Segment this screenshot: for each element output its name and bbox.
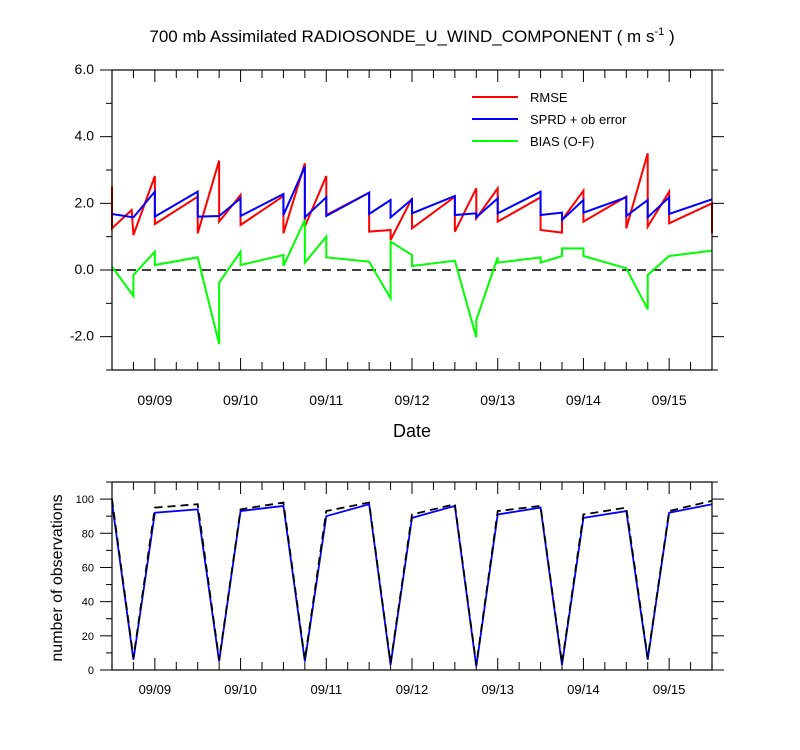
x-tick-label: 09/13 — [481, 682, 514, 697]
series-line-rmse — [111, 153, 713, 241]
legend-label: BIAS (O-F) — [530, 134, 594, 149]
x-tick-label: 09/09 — [137, 392, 172, 408]
y-tick-label: 0 — [88, 665, 94, 677]
series-line-assimilated-observations — [111, 502, 713, 667]
x-tick-label: 09/10 — [224, 682, 257, 697]
y-tick-label: -2.0 — [70, 328, 94, 344]
y-tick-label: 6.0 — [75, 61, 95, 77]
top-y-tick-labels: 6.0 4.0 2.0 0.0 -2.0 — [70, 61, 94, 344]
x-tick-label: 09/15 — [652, 392, 687, 408]
x-axis-label: Date — [393, 421, 431, 441]
y-tick-label: 0.0 — [75, 261, 95, 277]
legend-label: SPRD + ob error — [530, 112, 627, 127]
top-x-tick-labels: 09/09 09/10 09/11 09/12 09/13 09/14 09/15 — [137, 392, 687, 408]
top-series-lines — [111, 153, 713, 345]
y-tick-label: 2.0 — [75, 194, 95, 210]
x-tick-label: 09/14 — [567, 682, 600, 697]
series-line-sprd-ob-error — [111, 166, 713, 223]
series-line-bias-o-f- — [111, 219, 713, 345]
x-tick-label: 09/11 — [310, 682, 342, 697]
x-tick-label: 09/13 — [480, 392, 515, 408]
y-axis-label: number of observations — [49, 494, 66, 661]
bottom-y-tick-labels: 0 20 40 60 80 100 — [76, 494, 94, 677]
y-tick-label: 20 — [82, 631, 94, 643]
x-tick-label: 09/10 — [223, 392, 258, 408]
top-axis-ticks — [100, 69, 724, 371]
x-tick-label: 09/15 — [653, 682, 686, 697]
y-tick-label: 40 — [82, 597, 94, 609]
x-tick-label: 09/14 — [566, 392, 601, 408]
y-tick-label: 100 — [76, 494, 94, 506]
top-chart-panel: 700 mb Assimilated RADIOSONDE_U_WIND_COM… — [70, 26, 724, 441]
bottom-x-tick-labels: 09/09 09/10 09/11 09/12 09/13 09/14 09/15 — [139, 682, 686, 697]
top-plot-frame — [111, 69, 713, 371]
x-tick-label: 09/12 — [394, 392, 429, 408]
y-tick-label: 80 — [82, 528, 94, 540]
x-tick-label: 09/11 — [309, 392, 343, 408]
x-tick-label: 09/12 — [396, 682, 429, 697]
legend-label: RMSE — [530, 90, 568, 105]
chart-title: 700 mb Assimilated RADIOSONDE_U_WIND_COM… — [149, 26, 674, 46]
series-line-possible-observations — [111, 498, 713, 665]
y-tick-label: 60 — [82, 562, 94, 574]
legend: RMSE SPRD + ob error BIAS (O-F) — [472, 90, 627, 149]
bottom-series-lines — [111, 498, 713, 667]
x-tick-label: 09/09 — [139, 682, 172, 697]
y-tick-label: 4.0 — [75, 128, 95, 144]
bottom-plot-frame — [111, 481, 713, 671]
bottom-axis-ticks — [100, 481, 724, 671]
